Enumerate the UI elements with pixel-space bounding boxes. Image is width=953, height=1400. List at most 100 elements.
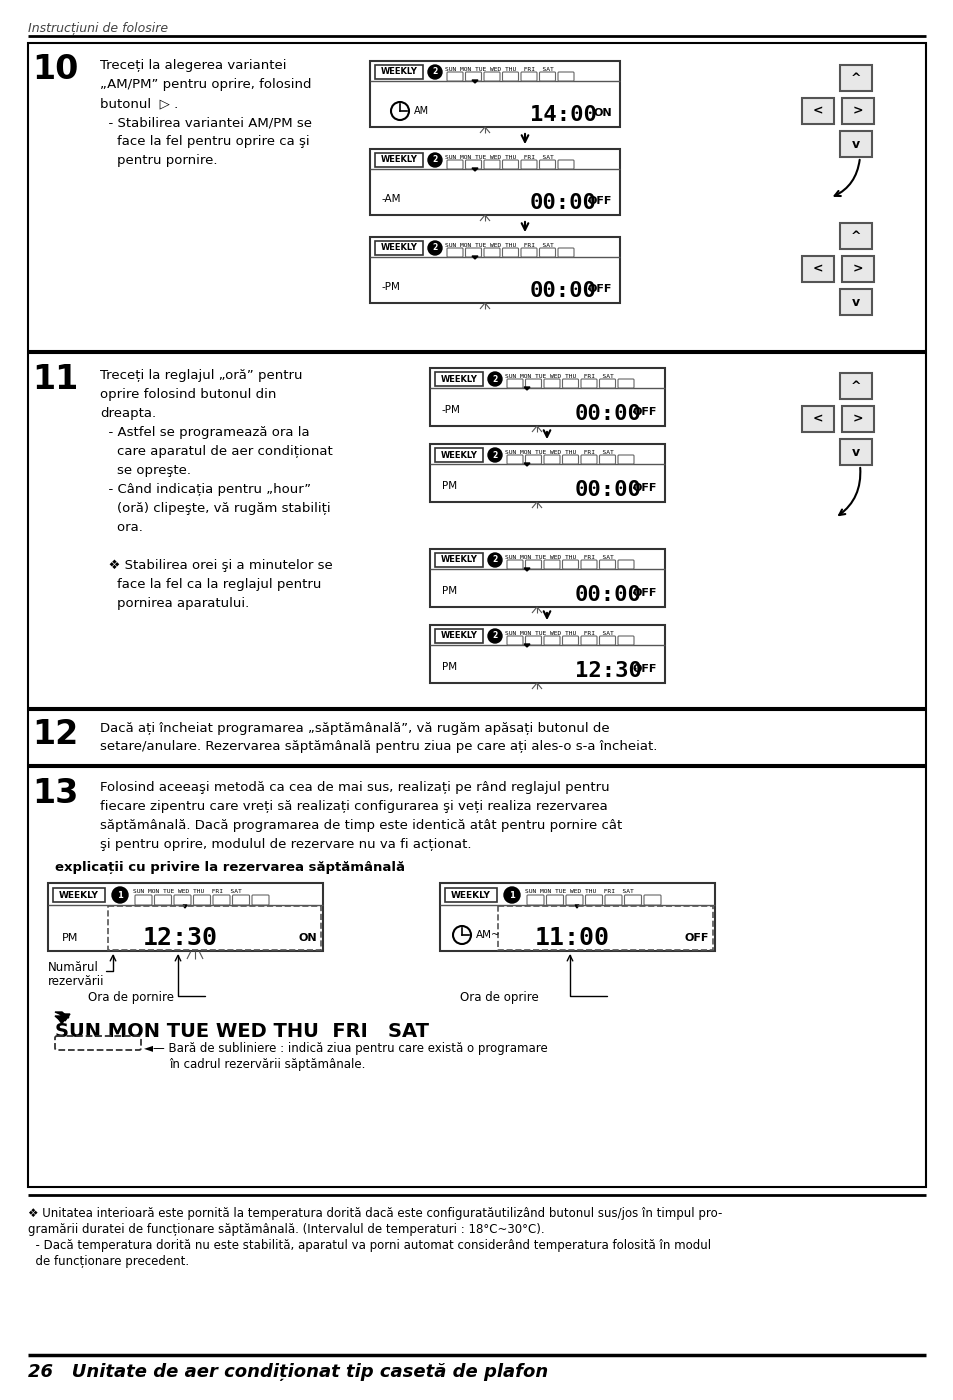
Bar [375, 241, 422, 255]
Text: OFF: OFF [587, 196, 612, 206]
Bar [53, 888, 105, 902]
Text: 12:30: 12:30 [575, 661, 641, 680]
Bar [370, 62, 619, 127]
Text: - Astfel se programează ora la: - Astfel se programează ora la [100, 426, 310, 440]
FancyBboxPatch shape [543, 560, 559, 568]
Text: SUN MON TUE WED THU  FRI   SAT: SUN MON TUE WED THU FRI SAT [55, 1022, 429, 1042]
Text: 2: 2 [432, 244, 437, 252]
FancyBboxPatch shape [135, 895, 152, 904]
Bar [370, 237, 619, 302]
Bar [435, 372, 482, 386]
Bar [801, 256, 833, 281]
Text: ^: ^ [850, 230, 861, 242]
FancyBboxPatch shape [546, 895, 563, 904]
FancyBboxPatch shape [543, 379, 559, 388]
Bar [840, 223, 871, 249]
Text: 1: 1 [509, 890, 515, 900]
FancyBboxPatch shape [252, 895, 269, 904]
Text: 11:00: 11:00 [535, 925, 609, 951]
FancyBboxPatch shape [465, 71, 481, 81]
Text: ❖ Stabilirea orei şi a minutelor se: ❖ Stabilirea orei şi a minutelor se [100, 559, 333, 573]
Text: 14:00: 14:00 [530, 105, 597, 125]
FancyBboxPatch shape [539, 248, 555, 258]
FancyBboxPatch shape [502, 71, 518, 81]
Text: 2: 2 [492, 631, 497, 641]
Text: pentru pornire.: pentru pornire. [100, 154, 217, 167]
Text: <: < [812, 413, 822, 426]
Text: „AM/PM” pentru oprire, folosind: „AM/PM” pentru oprire, folosind [100, 78, 312, 91]
FancyBboxPatch shape [154, 895, 172, 904]
Text: OFF: OFF [632, 588, 657, 598]
Text: OFF: OFF [632, 664, 657, 673]
FancyBboxPatch shape [539, 71, 555, 81]
Text: 2: 2 [432, 67, 437, 77]
Text: WEEKLY: WEEKLY [380, 155, 417, 165]
Bar [841, 406, 873, 433]
Text: AM: AM [414, 106, 429, 116]
Text: şi pentru oprire, modulul de rezervare nu va fi acționat.: şi pentru oprire, modulul de rezervare n… [100, 839, 471, 851]
Polygon shape [472, 80, 477, 83]
FancyBboxPatch shape [525, 455, 541, 463]
Bar [841, 256, 873, 281]
Text: WEEKLY: WEEKLY [380, 244, 417, 252]
Bar [48, 883, 323, 951]
Circle shape [428, 241, 441, 255]
Polygon shape [472, 168, 477, 171]
Circle shape [488, 372, 501, 386]
FancyBboxPatch shape [618, 455, 634, 463]
Bar [444, 888, 497, 902]
Text: se opreşte.: se opreşte. [100, 463, 191, 477]
Text: face la fel ca la reglajul pentru: face la fel ca la reglajul pentru [100, 578, 321, 591]
FancyBboxPatch shape [483, 248, 499, 258]
FancyBboxPatch shape [624, 895, 640, 904]
Bar [439, 883, 714, 951]
Text: SUN MON TUE WED THU  FRI  SAT: SUN MON TUE WED THU FRI SAT [504, 631, 613, 636]
Bar [840, 440, 871, 465]
Text: SUN MON TUE WED THU  FRI  SAT: SUN MON TUE WED THU FRI SAT [504, 449, 613, 455]
Bar [108, 906, 320, 951]
Text: WEEKLY: WEEKLY [440, 374, 476, 384]
Bar [28, 353, 925, 708]
FancyBboxPatch shape [539, 160, 555, 169]
Text: SUN MON TUE WED THU  FRI  SAT: SUN MON TUE WED THU FRI SAT [524, 889, 633, 895]
Text: face la fel pentru oprire ca şi: face la fel pentru oprire ca şi [100, 134, 310, 148]
Text: SUN MON TUE WED THU  FRI  SAT: SUN MON TUE WED THU FRI SAT [444, 67, 553, 71]
Text: butonul  ▷ .: butonul ▷ . [100, 97, 178, 111]
FancyBboxPatch shape [543, 455, 559, 463]
Text: 2: 2 [492, 374, 497, 384]
Text: Numărul: Numărul [48, 960, 99, 974]
Text: SUN MON TUE WED THU  FRI  SAT: SUN MON TUE WED THU FRI SAT [132, 889, 241, 895]
Text: OFF: OFF [587, 284, 612, 294]
Text: săptămânală. Dacă programarea de timp este identică atât pentru pornire cât: săptămânală. Dacă programarea de timp es… [100, 819, 621, 832]
Bar [430, 624, 664, 683]
Text: v: v [851, 295, 860, 308]
Text: ora.: ora. [100, 521, 143, 533]
FancyBboxPatch shape [618, 636, 634, 645]
FancyBboxPatch shape [580, 636, 597, 645]
FancyBboxPatch shape [604, 895, 621, 904]
Text: de funcționare precedent.: de funcționare precedent. [28, 1254, 189, 1268]
Bar [435, 553, 482, 567]
FancyBboxPatch shape [598, 379, 615, 388]
Bar [801, 98, 833, 125]
Text: >: > [852, 413, 862, 426]
Bar [435, 448, 482, 462]
Text: WEEKLY: WEEKLY [440, 556, 476, 564]
Polygon shape [60, 1014, 70, 1021]
FancyBboxPatch shape [643, 895, 660, 904]
FancyBboxPatch shape [598, 636, 615, 645]
Bar [841, 98, 873, 125]
Text: 00:00: 00:00 [575, 405, 641, 424]
Bar [840, 64, 871, 91]
Text: Folosind aceeaşi metodă ca cea de mai sus, realizați pe rând reglajul pentru: Folosind aceeaşi metodă ca cea de mai su… [100, 781, 609, 794]
Text: <: < [812, 263, 822, 276]
FancyBboxPatch shape [502, 248, 518, 258]
Text: oprire folosind butonul din: oprire folosind butonul din [100, 388, 276, 400]
Text: Treceți la reglajul „oră” pentru: Treceți la reglajul „oră” pentru [100, 370, 302, 382]
FancyBboxPatch shape [483, 160, 499, 169]
FancyBboxPatch shape [447, 160, 462, 169]
Polygon shape [523, 568, 530, 571]
Text: OFF: OFF [632, 483, 657, 493]
Text: ❖ Unitatea interioară este pornită la temperatura dorită dacă este configuratăut: ❖ Unitatea interioară este pornită la te… [28, 1207, 721, 1219]
FancyBboxPatch shape [506, 636, 522, 645]
